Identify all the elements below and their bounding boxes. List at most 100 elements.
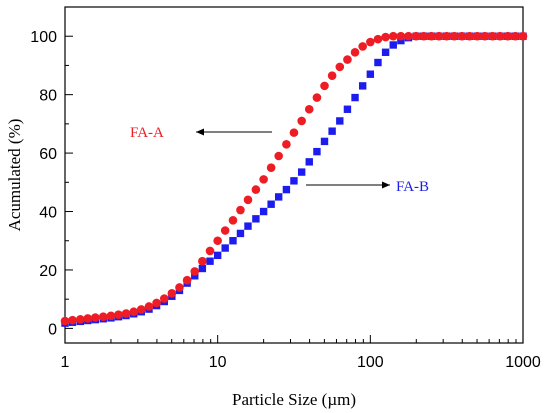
fa-a-point <box>282 140 291 149</box>
fa-a-point <box>68 315 77 325</box>
plot-frame <box>64 6 524 344</box>
fa-b-point <box>381 48 390 56</box>
fa-b-point <box>397 36 405 45</box>
series-fa-b <box>61 32 527 327</box>
fa-b-point <box>297 168 306 176</box>
series-fa-a <box>60 31 528 326</box>
fa-b-point <box>290 177 298 185</box>
fa-a-point <box>449 31 459 41</box>
fa-b-point <box>366 70 375 78</box>
y-tick-label: 80 <box>39 88 57 105</box>
fa-a-point <box>289 128 299 137</box>
fa-a-point <box>243 195 253 205</box>
fa-a-point <box>152 298 161 308</box>
fa-a-point <box>312 93 322 102</box>
fa-a-point <box>98 312 108 322</box>
x-tick-label: 1000 <box>505 354 541 371</box>
fa-a-point <box>159 294 169 303</box>
fa-a-point <box>373 34 383 44</box>
fa-b-point <box>274 193 283 201</box>
fa-a-point <box>350 47 360 57</box>
fa-a-point <box>213 236 222 246</box>
fa-b-point <box>305 158 313 166</box>
fa-a-point <box>167 289 177 298</box>
x-axis-title: Particle Size (µm) <box>232 390 356 409</box>
x-axis: 1 10 100 1000 <box>61 335 541 371</box>
fa-b-point <box>221 244 229 252</box>
fa-a-point <box>121 309 131 318</box>
y-axis: 0 20 40 60 80 100 <box>30 29 73 338</box>
y-tick-label: 20 <box>39 263 57 280</box>
fa-a-point <box>144 302 154 311</box>
fa-a-point <box>205 246 215 256</box>
fa-b-point <box>336 117 344 125</box>
fa-a-point <box>335 62 345 72</box>
fa-a-point <box>297 116 306 126</box>
fa-a-point <box>442 31 451 41</box>
fa-a-point <box>419 31 429 41</box>
fa-b-point <box>343 105 352 113</box>
fa-a-point <box>503 31 513 41</box>
fa-a-point <box>266 163 276 172</box>
fa-a-point <box>220 226 230 235</box>
annotation-fa-b-label: FA-B <box>396 179 429 195</box>
annotation-fa-a-label: FA-A <box>130 125 164 141</box>
fa-b-point <box>389 41 397 49</box>
fa-a-point <box>427 31 436 41</box>
fa-b-point <box>252 215 260 223</box>
fa-b-point <box>191 272 199 280</box>
fa-a-point <box>495 31 505 41</box>
fa-a-point <box>388 31 398 41</box>
fa-a-point <box>434 31 444 41</box>
fa-a-point <box>488 31 497 41</box>
fa-b-point <box>374 58 382 67</box>
fa-a-point <box>480 31 490 41</box>
y-axis-title: Acumulated (%) <box>5 119 24 232</box>
fa-b-point <box>213 251 222 260</box>
fa-a-point <box>190 267 200 276</box>
fa-a-point <box>320 81 329 91</box>
fa-a-point <box>106 311 116 321</box>
y-tick-label: 40 <box>39 205 57 222</box>
fa-b-point <box>320 137 329 146</box>
fa-b-point <box>198 264 207 273</box>
fa-a-point <box>304 104 314 114</box>
fa-b-point <box>229 237 237 245</box>
y-tick-label: 100 <box>30 29 57 46</box>
annotation-fa-a-arrowhead <box>196 128 204 136</box>
fa-b-point <box>328 127 336 135</box>
fa-b-point <box>351 93 359 102</box>
fa-a-point <box>129 307 139 317</box>
fa-a-point <box>274 151 283 161</box>
fa-a-point <box>343 55 352 64</box>
fa-a-point <box>175 283 184 292</box>
fa-a-point <box>518 31 528 41</box>
fa-a-point <box>358 42 367 51</box>
fa-b-point <box>313 147 321 156</box>
fa-a-point <box>396 31 406 41</box>
fa-a-point <box>366 37 375 47</box>
fa-b-point <box>282 185 291 194</box>
fa-a-point <box>182 275 192 285</box>
fa-a-point <box>472 31 482 41</box>
fa-b-point <box>244 222 252 230</box>
fa-a-point <box>76 315 85 324</box>
fa-a-point <box>198 256 207 266</box>
fa-a-point <box>465 31 474 41</box>
fa-b-point <box>358 82 367 90</box>
fa-a-point <box>91 313 100 322</box>
annotation-fa-b-arrowhead <box>382 181 390 189</box>
fa-a-point <box>83 314 93 323</box>
fa-b-point <box>259 207 268 216</box>
fa-a-point <box>236 205 245 215</box>
fa-a-point <box>251 185 261 194</box>
fa-b-point <box>236 229 245 238</box>
fa-b-point <box>206 257 214 265</box>
fa-b-point <box>267 200 275 208</box>
fa-a-point <box>511 31 520 41</box>
fa-a-point <box>411 31 421 41</box>
x-tick-label: 10 <box>209 354 227 371</box>
fa-a-point <box>114 310 123 319</box>
x-tick-label: 100 <box>357 354 384 371</box>
